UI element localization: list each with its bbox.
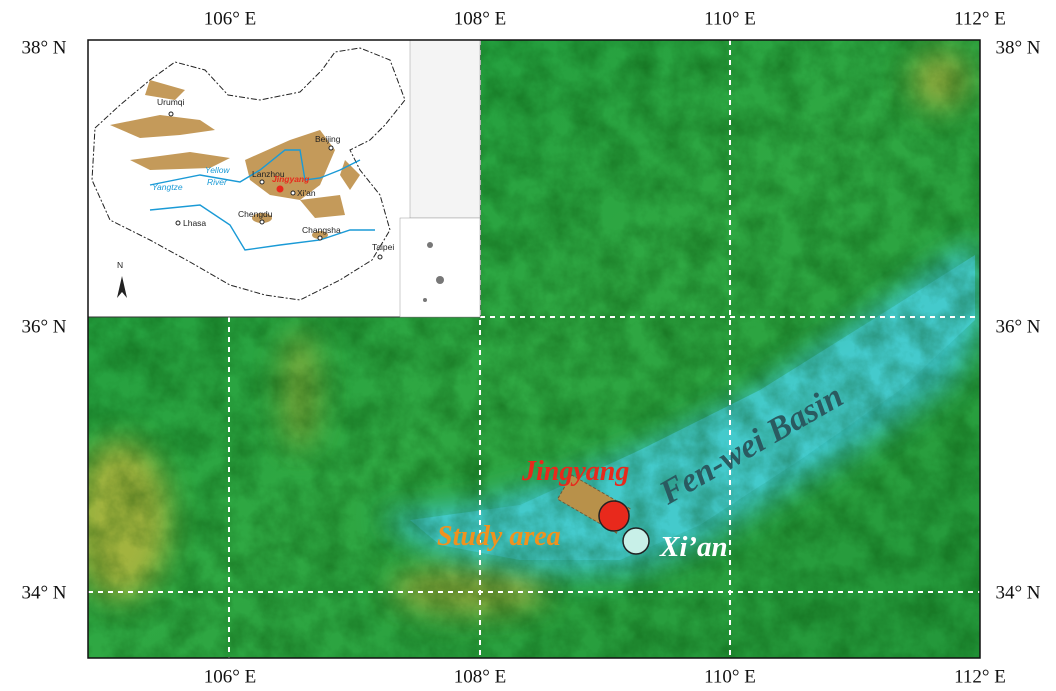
lon-label: 108° E	[454, 8, 506, 29]
lat-label: 34° N	[995, 582, 1040, 603]
site-marker	[599, 501, 629, 531]
map-figure: Urumqi Beijing Lanzhou Xi'an Chengdu Lha…	[0, 0, 1056, 691]
inset-city: Urumqi	[157, 97, 185, 107]
site-label: Jingyang	[521, 456, 629, 487]
inset-city: Changsha	[302, 225, 341, 235]
lat-label: 38° N	[21, 37, 66, 58]
lat-label: 38° N	[995, 37, 1040, 58]
river-label: Yellow	[205, 165, 230, 175]
lat-label: 36° N	[21, 316, 66, 337]
lat-label: 34° N	[21, 582, 66, 603]
lat-label: 36° N	[995, 316, 1040, 337]
river-label: River	[207, 177, 228, 187]
study-label: Study area	[437, 521, 561, 552]
inset-city: Taipei	[372, 242, 394, 252]
lon-label: 108° E	[454, 666, 506, 687]
inset-city: Chengdu	[238, 209, 273, 219]
inset-city: Beijing	[315, 134, 341, 144]
lon-label: 106° E	[204, 8, 256, 29]
lon-label: 112° E	[954, 666, 1006, 687]
lon-label: 112° E	[954, 8, 1006, 29]
north-arrow-label: N	[117, 260, 123, 270]
river-label: Yangtze	[152, 182, 183, 192]
lon-label: 110° E	[704, 666, 756, 687]
lon-label: 106° E	[204, 666, 256, 687]
lon-label: 110° E	[704, 8, 756, 29]
inset-city: Xi'an	[297, 188, 316, 198]
city-label: Xi’an	[659, 531, 728, 563]
inset-site: Jingyang	[272, 174, 310, 184]
city-marker	[623, 528, 649, 554]
inset-city: Lhasa	[183, 218, 206, 228]
